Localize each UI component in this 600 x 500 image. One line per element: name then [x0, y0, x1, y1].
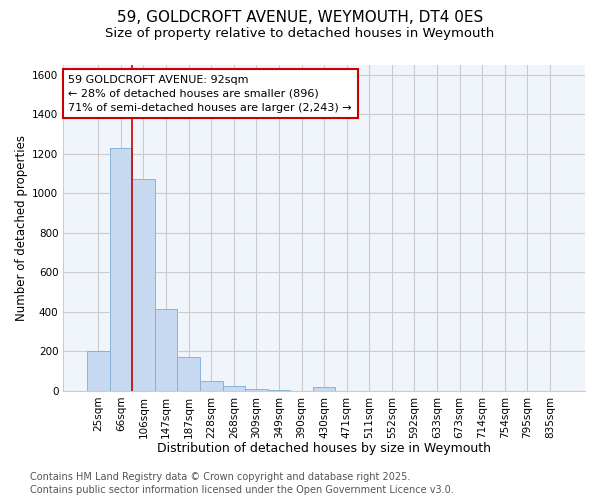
Text: 59, GOLDCROFT AVENUE, WEYMOUTH, DT4 0ES: 59, GOLDCROFT AVENUE, WEYMOUTH, DT4 0ES — [117, 10, 483, 25]
Bar — [200, 381, 223, 391]
Bar — [178, 358, 200, 391]
Bar — [155, 309, 178, 391]
Y-axis label: Number of detached properties: Number of detached properties — [15, 135, 28, 321]
Bar — [245, 389, 268, 391]
Bar — [223, 386, 245, 391]
Bar — [87, 352, 110, 391]
Text: Contains HM Land Registry data © Crown copyright and database right 2025.
Contai: Contains HM Land Registry data © Crown c… — [30, 472, 454, 495]
Text: 59 GOLDCROFT AVENUE: 92sqm
← 28% of detached houses are smaller (896)
71% of sem: 59 GOLDCROFT AVENUE: 92sqm ← 28% of deta… — [68, 75, 352, 113]
Text: Size of property relative to detached houses in Weymouth: Size of property relative to detached ho… — [106, 28, 494, 40]
Bar — [268, 390, 290, 391]
Bar — [110, 148, 132, 391]
Bar — [132, 178, 155, 391]
Bar — [313, 388, 335, 391]
X-axis label: Distribution of detached houses by size in Weymouth: Distribution of detached houses by size … — [157, 442, 491, 455]
